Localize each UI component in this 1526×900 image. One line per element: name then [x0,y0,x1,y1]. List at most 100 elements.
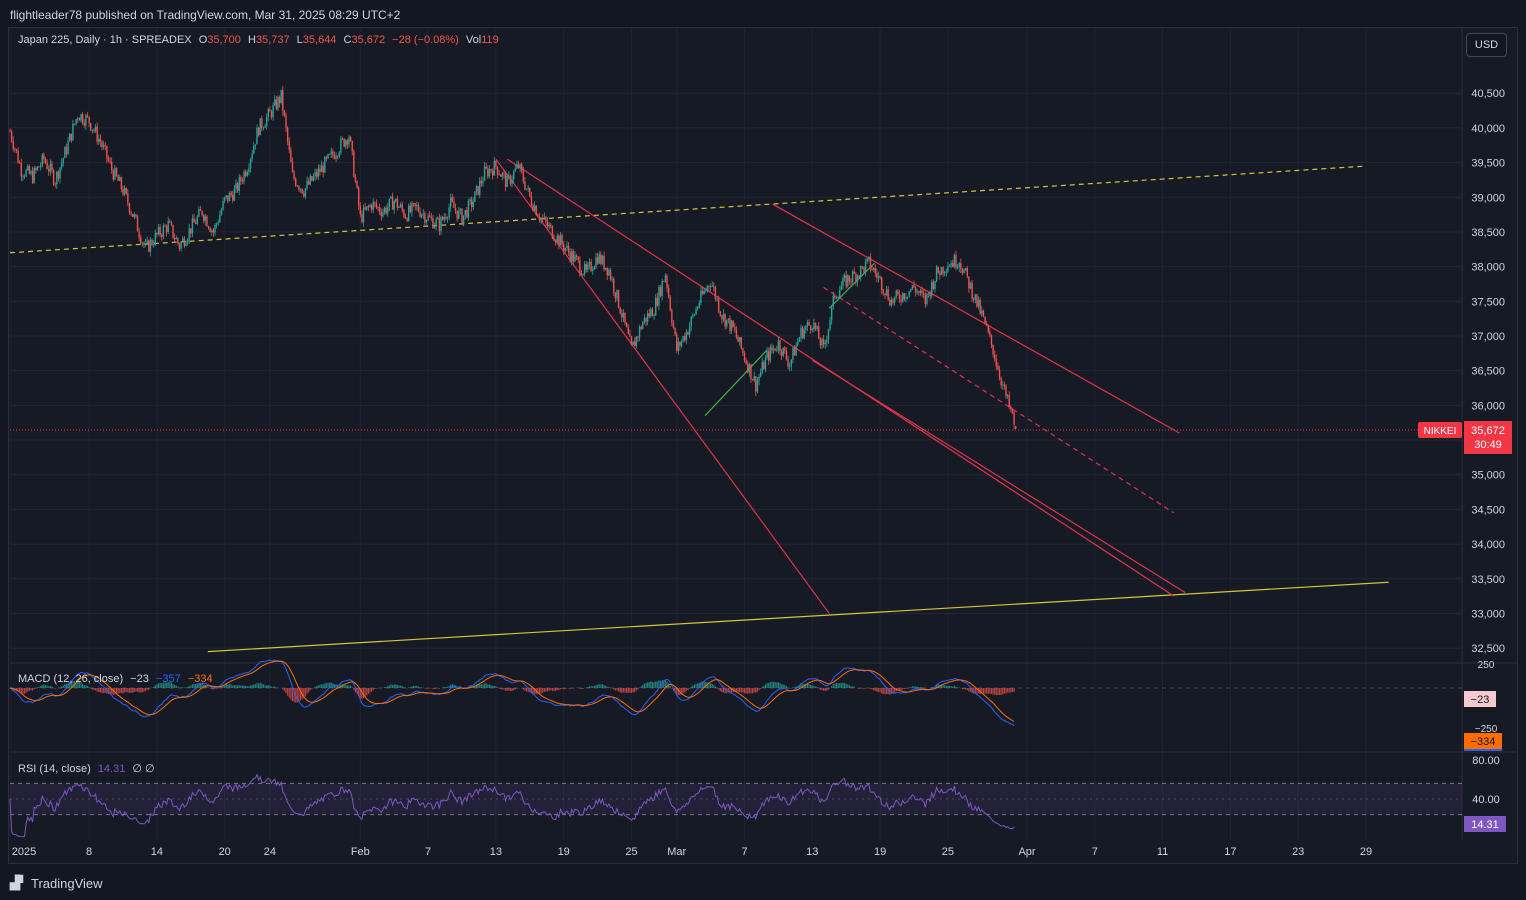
currency-button[interactable]: USD [1466,33,1507,57]
macd-histogram-bar [435,688,437,689]
candle-body [204,216,207,221]
candle-body [669,296,671,311]
tradingview-logo[interactable]: ▟▘ TradingView [10,875,103,891]
candle-body [542,217,544,219]
candle-body [561,235,563,245]
macd-histogram-bar [751,688,754,694]
candle-body [806,322,809,327]
candle-body [855,273,857,283]
candle-body [982,310,985,317]
macd-histogram-bar [863,688,865,689]
macd-histogram-bar [216,688,218,689]
candles [9,85,1017,430]
macd-histogram-bar [553,688,555,691]
macd-histogram-bar [606,686,608,689]
macd-histogram-bar [40,686,42,689]
macd-histogram-bar [588,686,591,689]
chart-frame[interactable] [8,27,1518,864]
candle-body [403,209,405,217]
candle-body [559,235,562,246]
candle-body [306,181,308,189]
macd-histogram-bar [153,686,155,689]
candle-body [120,177,123,190]
candle-body [293,172,295,179]
macd-histogram-bar [795,686,797,689]
macd-histogram-bar [848,685,851,689]
macd-histogram-bar [647,682,649,689]
candle-body [902,293,904,302]
macd-histogram-bar [831,686,833,689]
candle-body [706,285,709,291]
macd-histogram-bar [207,687,210,689]
candle-body [858,275,860,278]
macd-histogram-bar [477,685,479,689]
candle-body [474,191,476,202]
macd-histogram-bar [492,686,494,689]
candle-body [977,299,980,307]
candle-body [522,170,525,182]
candle-body [735,330,738,338]
candle-body [538,216,541,220]
macd-histogram-bar [177,686,179,689]
candle-body [792,348,794,360]
macd-histogram-bar [112,688,114,696]
macd-histogram-bar [598,684,600,689]
candle-body [784,347,786,351]
candle-body [52,170,55,185]
macd-histogram-bar [443,687,445,689]
candle-body [730,320,733,331]
macd-histogram-bar [191,684,194,689]
macd-histogram-bar [616,688,618,691]
macd-histogram-bar [766,683,768,689]
macd-histogram-bar [968,688,970,692]
macd-histogram-bar [910,687,912,689]
macd-histogram-bar [416,685,418,689]
green-trendline [828,262,875,309]
macd-histogram-bar [135,688,137,692]
macd-histogram-bar [969,688,972,692]
candle-body [680,341,683,346]
macd-histogram-bar [884,688,886,695]
candle-body [165,226,168,232]
y-tick-label: 39,500 [1471,158,1505,170]
candle-body [435,219,437,226]
candle-body [964,268,967,271]
candle-body [291,162,294,173]
candle-body [751,379,754,381]
candle-body [945,271,947,273]
candle-body [932,281,935,290]
candle-body [196,216,198,224]
macd-histogram-bar [630,688,633,694]
macd-histogram-bar [164,682,166,689]
macd-histogram-bar [174,685,176,689]
candle-body [679,342,681,346]
candle-body [219,214,221,223]
macd-histogram-bar [182,687,184,689]
candle-body [353,151,355,178]
candle-body [220,209,223,215]
candle-body [256,127,258,145]
candle-body [36,166,39,170]
candle-body [663,281,665,282]
candle-body [659,286,662,297]
macd-histogram-bar [49,686,51,689]
macd-histogram-bar [23,688,26,694]
macd-histogram-bar [493,685,495,689]
candle-body [487,168,489,177]
candle-body [827,329,830,340]
macd-histogram-bar [758,688,760,691]
candle-body [742,348,744,353]
candle-body [674,328,676,335]
macd-histogram-bar [32,688,34,691]
candle-body [622,312,625,318]
macd-signal-value: −334 [187,673,213,685]
macd-axis-label-bottom: −250 [1475,724,1498,735]
candle-body [887,289,889,300]
macd-histogram-bar [161,683,163,689]
nikkei-tag-label: NIKKEI [1424,426,1457,437]
macd-histogram-bar [232,685,234,689]
candle-body [551,225,554,239]
candle-body [475,186,478,192]
candle-body [94,126,97,131]
